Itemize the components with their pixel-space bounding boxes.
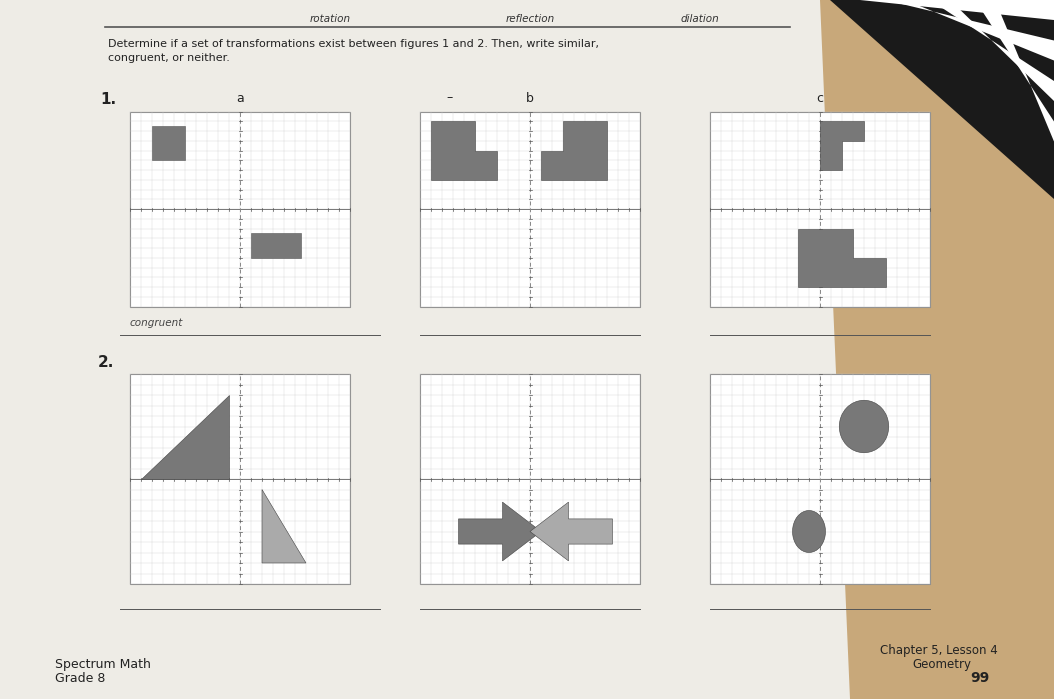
- Bar: [419, 112, 640, 306]
- Polygon shape: [820, 121, 864, 170]
- Polygon shape: [829, 0, 1054, 199]
- Text: b: b: [526, 92, 534, 104]
- Bar: [130, 374, 350, 584]
- Text: Geometry: Geometry: [912, 658, 971, 671]
- Polygon shape: [930, 0, 1054, 101]
- Text: reflection: reflection: [505, 14, 554, 24]
- Text: congruent: congruent: [130, 319, 183, 329]
- Polygon shape: [885, 0, 1054, 61]
- Bar: [152, 126, 186, 160]
- Text: 1.: 1.: [100, 92, 116, 108]
- Text: congruent, or neither.: congruent, or neither.: [108, 53, 230, 63]
- Polygon shape: [458, 502, 541, 561]
- Text: Determine if a set of transformations exist between figures 1 and 2. Then, write: Determine if a set of transformations ex…: [108, 39, 599, 49]
- Ellipse shape: [839, 401, 889, 453]
- Text: c: c: [817, 92, 823, 104]
- Polygon shape: [262, 489, 306, 563]
- Text: 2.: 2.: [98, 355, 115, 370]
- Bar: [130, 112, 350, 306]
- Polygon shape: [840, 0, 1054, 20]
- Polygon shape: [975, 0, 1054, 141]
- Text: rotation: rotation: [310, 14, 351, 24]
- Bar: [419, 374, 640, 584]
- Polygon shape: [141, 395, 229, 479]
- Polygon shape: [0, 0, 850, 699]
- Text: –: –: [447, 92, 453, 104]
- Text: Grade 8: Grade 8: [55, 672, 105, 685]
- Text: 99: 99: [970, 671, 990, 685]
- Polygon shape: [798, 229, 886, 287]
- Text: dilation: dilation: [681, 14, 720, 24]
- Polygon shape: [750, 0, 1054, 699]
- Text: Spectrum Math: Spectrum Math: [55, 658, 151, 671]
- Text: Chapter 5, Lesson 4: Chapter 5, Lesson 4: [880, 644, 998, 657]
- Polygon shape: [541, 121, 607, 180]
- Polygon shape: [530, 502, 612, 561]
- Bar: [710, 112, 930, 306]
- Ellipse shape: [793, 510, 825, 552]
- Polygon shape: [431, 121, 497, 180]
- Text: a: a: [236, 92, 243, 104]
- Bar: [710, 374, 930, 584]
- Bar: [251, 233, 300, 258]
